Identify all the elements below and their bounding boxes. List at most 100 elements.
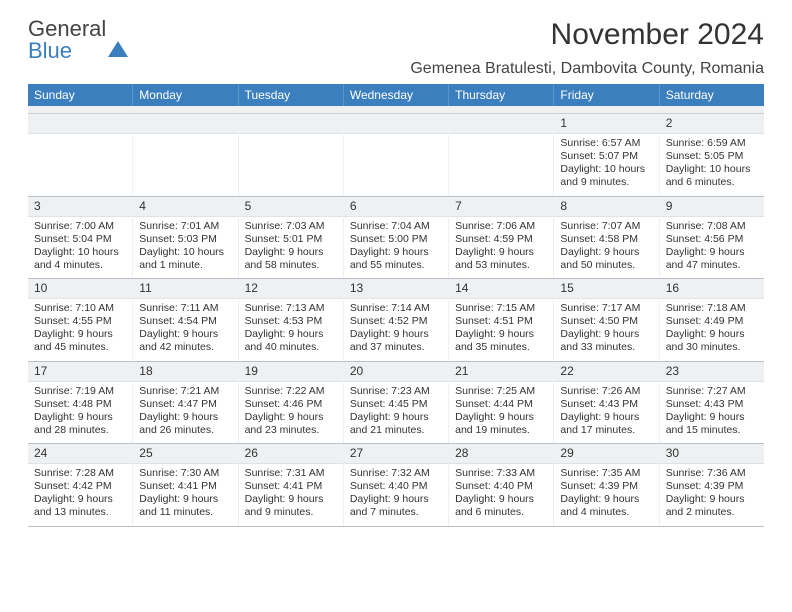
- day-cell: 26Sunrise: 7:31 AMSunset: 4:41 PMDayligh…: [239, 444, 344, 526]
- day-line: Daylight: 9 hours: [455, 411, 547, 424]
- day-line: Sunrise: 7:08 AM: [666, 220, 758, 233]
- day-body: Sunrise: 7:28 AMSunset: 4:42 PMDaylight:…: [28, 464, 132, 526]
- day-line: Sunset: 4:53 PM: [245, 315, 337, 328]
- day-cell: 11Sunrise: 7:11 AMSunset: 4:54 PMDayligh…: [133, 279, 238, 361]
- day-number: 6: [344, 197, 448, 217]
- day-line: Daylight: 9 hours: [455, 246, 547, 259]
- day-body: Sunrise: 7:23 AMSunset: 4:45 PMDaylight:…: [344, 382, 448, 444]
- day-line: and 45 minutes.: [34, 341, 126, 354]
- day-body: Sunrise: 7:06 AMSunset: 4:59 PMDaylight:…: [449, 217, 553, 279]
- day-line: and 1 minute.: [139, 259, 231, 272]
- month-title: November 2024: [410, 18, 764, 52]
- day-number: 30: [660, 444, 764, 464]
- day-line: Sunset: 5:04 PM: [34, 233, 126, 246]
- day-cell: 5Sunrise: 7:03 AMSunset: 5:01 PMDaylight…: [239, 197, 344, 279]
- day-body: Sunrise: 7:22 AMSunset: 4:46 PMDaylight:…: [239, 382, 343, 444]
- day-body: Sunrise: 7:15 AMSunset: 4:51 PMDaylight:…: [449, 299, 553, 361]
- day-body: Sunrise: 7:10 AMSunset: 4:55 PMDaylight:…: [28, 299, 132, 361]
- day-line: and 17 minutes.: [560, 424, 652, 437]
- day-line: and 19 minutes.: [455, 424, 547, 437]
- day-line: and 50 minutes.: [560, 259, 652, 272]
- day-cell: 24Sunrise: 7:28 AMSunset: 4:42 PMDayligh…: [28, 444, 133, 526]
- day-line: Sunrise: 7:25 AM: [455, 385, 547, 398]
- day-line: Sunset: 4:48 PM: [34, 398, 126, 411]
- day-line: Sunrise: 6:59 AM: [666, 137, 758, 150]
- week-row: 1Sunrise: 6:57 AMSunset: 5:07 PMDaylight…: [28, 114, 764, 197]
- day-number: 28: [449, 444, 553, 464]
- day-line: Daylight: 9 hours: [245, 493, 337, 506]
- day-body: Sunrise: 7:32 AMSunset: 4:40 PMDaylight:…: [344, 464, 448, 526]
- day-line: Daylight: 9 hours: [350, 411, 442, 424]
- day-line: and 9 minutes.: [560, 176, 652, 189]
- day-line: Sunrise: 7:32 AM: [350, 467, 442, 480]
- day-line: Sunset: 4:41 PM: [245, 480, 337, 493]
- day-body: Sunrise: 7:21 AMSunset: 4:47 PMDaylight:…: [133, 382, 237, 444]
- day-cell: [28, 114, 133, 196]
- day-line: Sunrise: 7:10 AM: [34, 302, 126, 315]
- day-body: [239, 134, 343, 190]
- day-cell: 4Sunrise: 7:01 AMSunset: 5:03 PMDaylight…: [133, 197, 238, 279]
- day-line: Sunset: 5:03 PM: [139, 233, 231, 246]
- day-line: Daylight: 9 hours: [34, 411, 126, 424]
- day-line: Sunset: 4:43 PM: [666, 398, 758, 411]
- week-row: 17Sunrise: 7:19 AMSunset: 4:48 PMDayligh…: [28, 362, 764, 445]
- day-cell: 16Sunrise: 7:18 AMSunset: 4:49 PMDayligh…: [660, 279, 764, 361]
- day-line: and 35 minutes.: [455, 341, 547, 354]
- day-line: and 6 minutes.: [666, 176, 758, 189]
- day-line: Sunset: 4:46 PM: [245, 398, 337, 411]
- day-cell: 1Sunrise: 6:57 AMSunset: 5:07 PMDaylight…: [554, 114, 659, 196]
- day-body: Sunrise: 7:26 AMSunset: 4:43 PMDaylight:…: [554, 382, 658, 444]
- day-number: 21: [449, 362, 553, 382]
- day-line: and 2 minutes.: [666, 506, 758, 519]
- day-body: Sunrise: 7:30 AMSunset: 4:41 PMDaylight:…: [133, 464, 237, 526]
- day-body: Sunrise: 7:18 AMSunset: 4:49 PMDaylight:…: [660, 299, 764, 361]
- day-number: 17: [28, 362, 132, 382]
- day-line: Sunrise: 7:22 AM: [245, 385, 337, 398]
- day-line: Sunset: 4:51 PM: [455, 315, 547, 328]
- day-number: 8: [554, 197, 658, 217]
- day-number: 2: [660, 114, 764, 134]
- day-number: 4: [133, 197, 237, 217]
- day-number: 19: [239, 362, 343, 382]
- day-number: 27: [344, 444, 448, 464]
- day-cell: 3Sunrise: 7:00 AMSunset: 5:04 PMDaylight…: [28, 197, 133, 279]
- day-line: Sunrise: 7:19 AM: [34, 385, 126, 398]
- day-line: and 30 minutes.: [666, 341, 758, 354]
- day-line: and 47 minutes.: [666, 259, 758, 272]
- day-cell: 29Sunrise: 7:35 AMSunset: 4:39 PMDayligh…: [554, 444, 659, 526]
- day-cell: 15Sunrise: 7:17 AMSunset: 4:50 PMDayligh…: [554, 279, 659, 361]
- day-line: Sunrise: 7:07 AM: [560, 220, 652, 233]
- day-line: Daylight: 9 hours: [245, 246, 337, 259]
- day-line: Sunset: 4:52 PM: [350, 315, 442, 328]
- day-line: Daylight: 9 hours: [666, 328, 758, 341]
- day-number: 9: [660, 197, 764, 217]
- day-line: Daylight: 9 hours: [455, 493, 547, 506]
- day-line: Sunset: 4:50 PM: [560, 315, 652, 328]
- day-cell: 18Sunrise: 7:21 AMSunset: 4:47 PMDayligh…: [133, 362, 238, 444]
- logo-text: General Blue: [28, 18, 128, 62]
- day-line: Daylight: 9 hours: [350, 246, 442, 259]
- day-body: Sunrise: 7:19 AMSunset: 4:48 PMDaylight:…: [28, 382, 132, 444]
- day-cell: 8Sunrise: 7:07 AMSunset: 4:58 PMDaylight…: [554, 197, 659, 279]
- day-line: Sunrise: 7:18 AM: [666, 302, 758, 315]
- day-body: [344, 134, 448, 190]
- day-line: and 23 minutes.: [245, 424, 337, 437]
- day-line: Sunrise: 7:11 AM: [139, 302, 231, 315]
- day-cell: 30Sunrise: 7:36 AMSunset: 4:39 PMDayligh…: [660, 444, 764, 526]
- day-line: Sunrise: 7:21 AM: [139, 385, 231, 398]
- weekday-header-row: Sunday Monday Tuesday Wednesday Thursday…: [28, 84, 764, 106]
- day-line: Daylight: 9 hours: [455, 328, 547, 341]
- day-line: Sunrise: 7:31 AM: [245, 467, 337, 480]
- day-cell: 7Sunrise: 7:06 AMSunset: 4:59 PMDaylight…: [449, 197, 554, 279]
- day-line: Daylight: 9 hours: [34, 493, 126, 506]
- day-line: Sunset: 5:05 PM: [666, 150, 758, 163]
- day-cell: 25Sunrise: 7:30 AMSunset: 4:41 PMDayligh…: [133, 444, 238, 526]
- day-body: Sunrise: 7:25 AMSunset: 4:44 PMDaylight:…: [449, 382, 553, 444]
- day-number: 10: [28, 279, 132, 299]
- day-line: Sunset: 4:47 PM: [139, 398, 231, 411]
- day-line: Sunrise: 7:01 AM: [139, 220, 231, 233]
- day-line: and 15 minutes.: [666, 424, 758, 437]
- day-line: Sunrise: 7:36 AM: [666, 467, 758, 480]
- day-number: 20: [344, 362, 448, 382]
- day-number: [133, 114, 237, 134]
